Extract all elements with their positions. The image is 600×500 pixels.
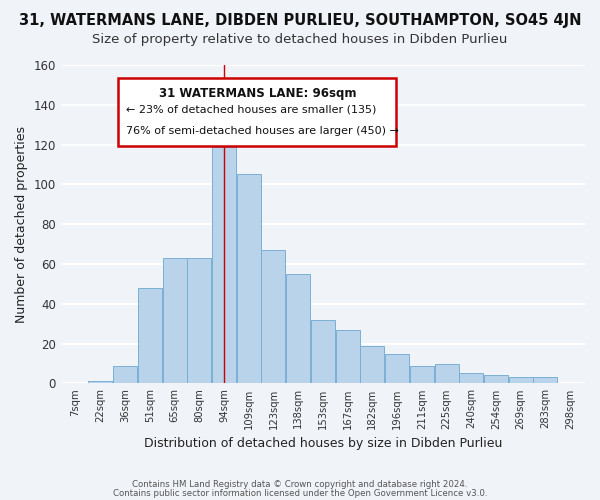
Bar — [262, 250, 286, 384]
Bar — [212, 146, 236, 384]
Text: 76% of semi-detached houses are larger (450) →: 76% of semi-detached houses are larger (… — [127, 126, 399, 136]
Bar — [286, 274, 310, 384]
Bar — [138, 288, 162, 384]
Text: 31 WATERMANS LANE: 96sqm: 31 WATERMANS LANE: 96sqm — [158, 88, 356, 101]
Y-axis label: Number of detached properties: Number of detached properties — [15, 126, 28, 322]
Bar — [484, 376, 508, 384]
Bar — [533, 378, 557, 384]
Bar — [410, 366, 434, 384]
Bar — [434, 364, 458, 384]
Bar — [311, 320, 335, 384]
Bar — [187, 258, 211, 384]
Bar — [509, 378, 533, 384]
Bar — [361, 346, 385, 384]
Text: Size of property relative to detached houses in Dibden Purlieu: Size of property relative to detached ho… — [92, 32, 508, 46]
Bar — [385, 354, 409, 384]
Text: ← 23% of detached houses are smaller (135): ← 23% of detached houses are smaller (13… — [127, 105, 377, 115]
Text: Contains HM Land Registry data © Crown copyright and database right 2024.: Contains HM Land Registry data © Crown c… — [132, 480, 468, 489]
Bar — [335, 330, 359, 384]
Bar — [237, 174, 261, 384]
Bar — [88, 382, 112, 384]
FancyBboxPatch shape — [118, 78, 396, 146]
Bar — [163, 258, 187, 384]
Text: Contains public sector information licensed under the Open Government Licence v3: Contains public sector information licen… — [113, 490, 487, 498]
Bar — [459, 374, 483, 384]
Text: 31, WATERMANS LANE, DIBDEN PURLIEU, SOUTHAMPTON, SO45 4JN: 31, WATERMANS LANE, DIBDEN PURLIEU, SOUT… — [19, 12, 581, 28]
X-axis label: Distribution of detached houses by size in Dibden Purlieu: Distribution of detached houses by size … — [144, 437, 502, 450]
Bar — [113, 366, 137, 384]
